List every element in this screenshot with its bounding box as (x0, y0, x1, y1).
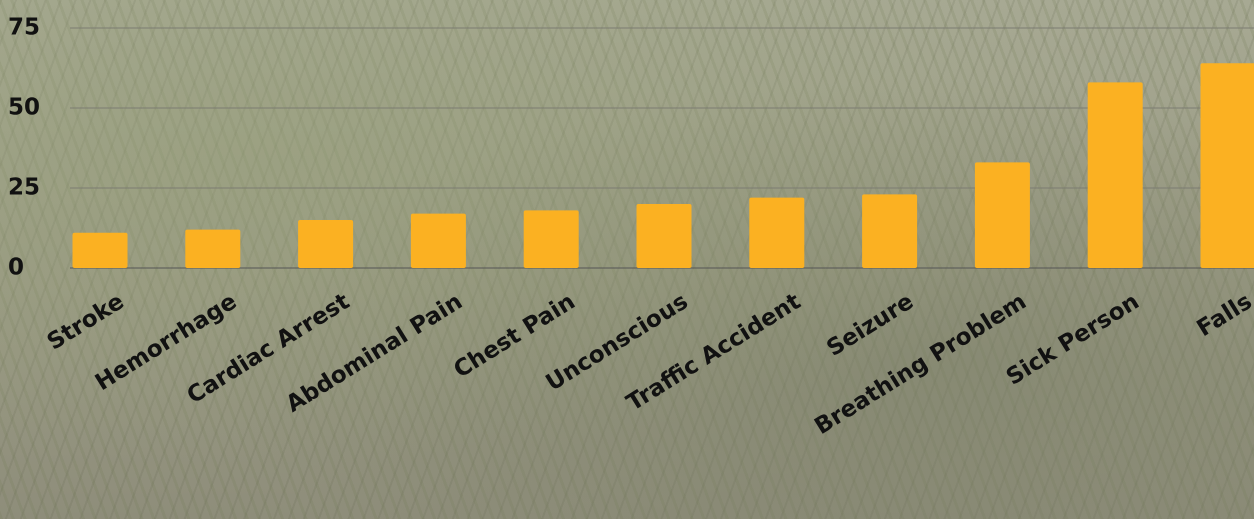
x-tick-label: Breathing Problem (810, 289, 1031, 440)
bar (862, 194, 918, 268)
bar (410, 213, 466, 268)
y-tick-label: 50 (8, 95, 40, 121)
x-tick-label: Seizure (822, 289, 918, 362)
y-tick-label: 0 (8, 255, 24, 281)
bar (636, 204, 692, 268)
x-tick-label: Falls (1193, 289, 1254, 342)
bar (72, 232, 128, 268)
bar (1087, 82, 1143, 269)
bar (298, 220, 354, 268)
bar (523, 210, 579, 268)
y-tick-label: 75 (8, 15, 40, 41)
bar (974, 162, 1030, 268)
bar (185, 229, 241, 268)
bar (749, 197, 805, 268)
bar (1200, 63, 1254, 268)
x-tick-label: Stroke (43, 289, 129, 356)
y-tick-label: 25 (8, 175, 40, 201)
